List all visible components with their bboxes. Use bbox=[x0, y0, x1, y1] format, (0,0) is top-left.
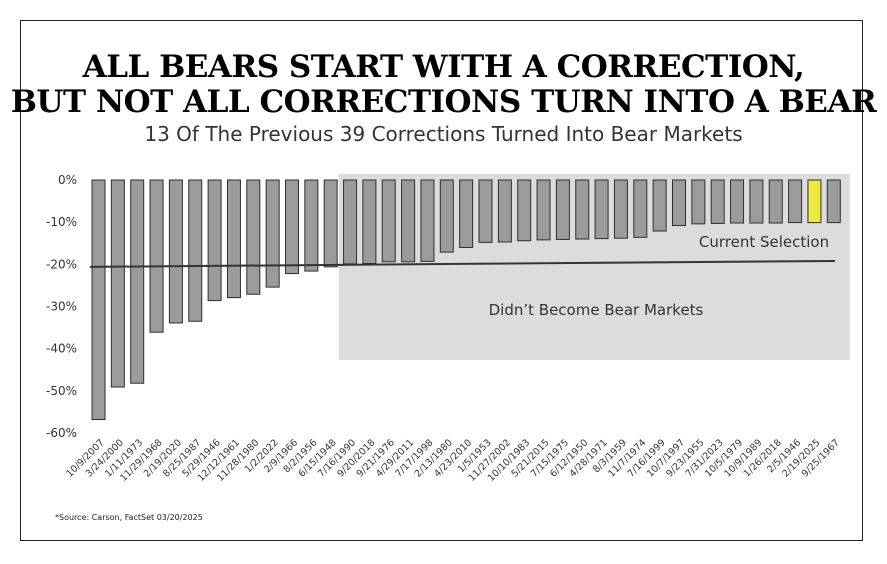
bar bbox=[555, 179, 570, 240]
chart-frame bbox=[20, 20, 863, 541]
bear-threshold-line bbox=[89, 259, 836, 268]
bar bbox=[91, 179, 106, 421]
y-tick-label: -20% bbox=[46, 257, 77, 271]
bar bbox=[517, 179, 532, 242]
bar bbox=[478, 179, 493, 243]
didnt-become-bear-label: Didn’t Become Bear Markets bbox=[489, 301, 704, 319]
bar bbox=[401, 179, 416, 263]
bar bbox=[188, 179, 203, 322]
bar bbox=[265, 179, 280, 288]
source-note: *Source: Carson, FactSet 03/20/2025 bbox=[55, 513, 203, 522]
bar bbox=[304, 179, 319, 272]
bar bbox=[110, 179, 125, 388]
bar bbox=[323, 179, 338, 268]
current-selection-label: Current Selection bbox=[699, 233, 829, 251]
y-tick-label: -50% bbox=[46, 384, 77, 398]
chart-title-line1: ALL BEARS START WITH A CORRECTION, bbox=[82, 49, 805, 85]
bar bbox=[497, 179, 512, 243]
bar bbox=[633, 179, 648, 238]
bar bbox=[246, 179, 261, 295]
chart-title-line2: BUT NOT ALL CORRECTIONS TURN INTO A BEAR bbox=[10, 84, 877, 120]
y-tick-label: -10% bbox=[46, 215, 77, 229]
bar bbox=[439, 179, 454, 253]
bar bbox=[420, 179, 435, 262]
bar bbox=[710, 179, 725, 224]
bar bbox=[226, 179, 241, 299]
bar bbox=[749, 179, 764, 224]
y-tick-label: 0% bbox=[58, 173, 77, 187]
bar bbox=[826, 179, 841, 224]
bar bbox=[613, 179, 628, 239]
bar bbox=[285, 179, 299, 275]
bar bbox=[130, 179, 145, 384]
y-tick-label: -30% bbox=[46, 300, 77, 314]
bar bbox=[381, 179, 396, 263]
bar bbox=[594, 179, 609, 240]
bar bbox=[207, 179, 222, 302]
bar bbox=[575, 179, 590, 240]
bar bbox=[168, 179, 183, 324]
bar bbox=[536, 179, 551, 241]
bar bbox=[768, 179, 783, 224]
bar bbox=[652, 179, 667, 232]
bar-highlight bbox=[807, 179, 822, 224]
y-tick-label: -60% bbox=[46, 426, 77, 440]
bar bbox=[691, 179, 706, 225]
bar bbox=[362, 179, 377, 264]
bar bbox=[672, 179, 686, 227]
bar bbox=[788, 179, 803, 224]
bar bbox=[730, 179, 745, 224]
bar bbox=[459, 179, 474, 248]
chart-subtitle: 13 Of The Previous 39 Corrections Turned… bbox=[144, 122, 743, 146]
bar bbox=[149, 179, 164, 333]
y-tick-label: -40% bbox=[46, 342, 77, 356]
bar bbox=[343, 179, 358, 265]
